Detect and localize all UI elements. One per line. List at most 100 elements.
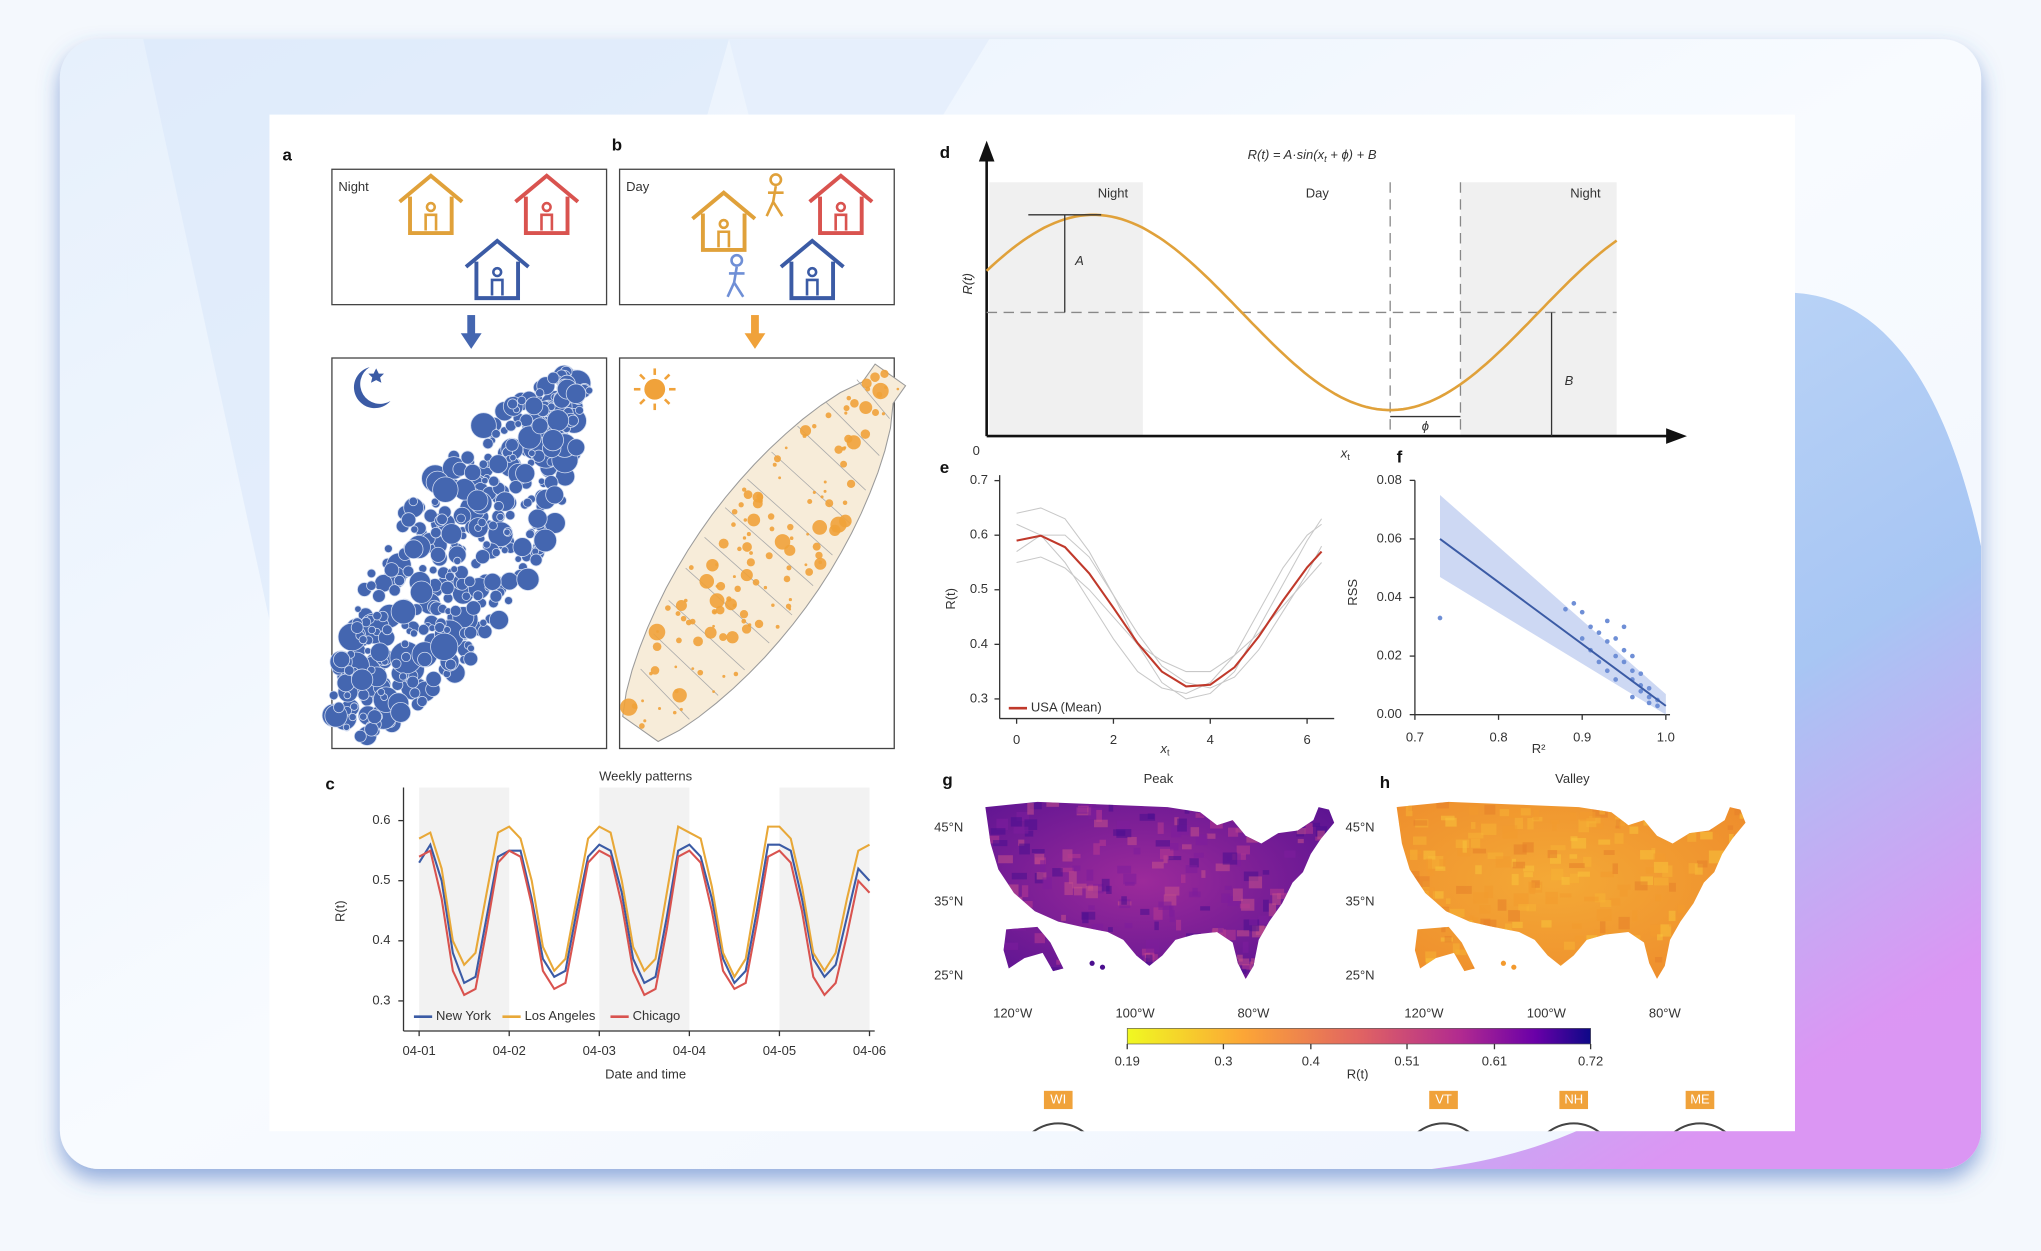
y-axis-label: R(t) bbox=[960, 273, 975, 295]
population-bubble bbox=[372, 589, 386, 603]
colorbar-tick-label: 0.61 bbox=[1482, 1054, 1507, 1069]
county-patch bbox=[1108, 927, 1113, 932]
scatter-point bbox=[1646, 700, 1652, 706]
house-wall bbox=[408, 196, 454, 236]
lat-label: 35°N bbox=[1346, 894, 1375, 909]
activity-dot bbox=[746, 558, 755, 567]
county-patch bbox=[1511, 873, 1519, 886]
scatter-point bbox=[1604, 668, 1610, 674]
activity-dot bbox=[767, 513, 775, 520]
county-patch bbox=[1305, 823, 1314, 834]
activity-dot bbox=[841, 446, 846, 451]
activity-dot bbox=[772, 462, 777, 467]
activity-dot bbox=[771, 603, 775, 607]
x-axis-label: xt bbox=[1159, 741, 1169, 758]
county-patch bbox=[1550, 845, 1566, 851]
y-tick-label: 0.4 bbox=[372, 932, 390, 947]
county-patch bbox=[1655, 894, 1662, 902]
county-patch bbox=[1222, 852, 1238, 865]
panel-label: c bbox=[325, 774, 334, 793]
population-bubble bbox=[400, 639, 410, 649]
county-patch bbox=[1317, 830, 1325, 840]
series-line bbox=[1016, 534, 1323, 688]
person-icon bbox=[726, 253, 745, 298]
county-patch bbox=[1243, 919, 1260, 932]
county-patch bbox=[1688, 863, 1699, 874]
population-bubble bbox=[541, 429, 564, 452]
county-patch bbox=[1472, 848, 1487, 854]
county-patch bbox=[1268, 903, 1277, 917]
county-patch bbox=[1423, 850, 1436, 860]
county-patch bbox=[1592, 822, 1604, 830]
activity-dot bbox=[834, 445, 843, 454]
county-patch bbox=[1215, 863, 1230, 872]
county-patch bbox=[1153, 907, 1163, 920]
population-bubble bbox=[450, 565, 459, 574]
activity-dot bbox=[783, 575, 791, 583]
colorbar-tick-label: 0.3 bbox=[1214, 1054, 1232, 1069]
person-head bbox=[807, 266, 818, 278]
county-patch bbox=[1640, 876, 1654, 885]
county-patch bbox=[1547, 850, 1558, 859]
wave bbox=[1431, 292, 1982, 1169]
person-body bbox=[490, 278, 504, 296]
scatter-point bbox=[1621, 624, 1627, 630]
population-bubble bbox=[409, 580, 434, 604]
activity-dot bbox=[713, 610, 717, 614]
phase-label: Day bbox=[1306, 185, 1330, 200]
radar-glyph bbox=[1417, 1122, 1470, 1132]
activity-dot bbox=[840, 460, 848, 468]
county-patch bbox=[1101, 878, 1110, 892]
activity-dot bbox=[763, 585, 768, 590]
state-badge bbox=[1043, 1090, 1073, 1110]
county-patch bbox=[1236, 954, 1243, 962]
sun-ray bbox=[639, 398, 646, 405]
population-bubble bbox=[500, 571, 519, 591]
county-patch bbox=[1669, 882, 1676, 892]
activity-dot bbox=[818, 560, 823, 565]
county-patch bbox=[1312, 822, 1321, 827]
population-bubble bbox=[516, 567, 540, 591]
x-axis-label: R² bbox=[1532, 741, 1546, 756]
activity-dot bbox=[672, 688, 687, 703]
x-axis-label: Date and time bbox=[605, 1067, 686, 1082]
district-line bbox=[771, 451, 851, 524]
county-patch bbox=[1170, 843, 1179, 851]
county-patch bbox=[1435, 866, 1446, 871]
scatter-point bbox=[1437, 615, 1443, 621]
county-patch bbox=[1116, 829, 1132, 838]
lat-label: 25°N bbox=[934, 968, 963, 983]
county-patch bbox=[1660, 924, 1672, 937]
activity-dot bbox=[737, 546, 742, 552]
population-bubble bbox=[464, 463, 482, 482]
population-bubble bbox=[508, 480, 523, 495]
county-patch bbox=[1031, 849, 1045, 854]
county-patch bbox=[1093, 843, 1100, 855]
county-patch bbox=[1246, 836, 1258, 843]
population-bubble bbox=[467, 644, 475, 653]
scatter-point bbox=[1646, 685, 1652, 691]
county-patch bbox=[1469, 915, 1475, 922]
activity-dot bbox=[688, 565, 694, 570]
district-line bbox=[747, 478, 833, 556]
population-bubble bbox=[528, 449, 536, 457]
scatter-point bbox=[1596, 659, 1602, 665]
county-patch bbox=[1242, 941, 1249, 953]
population-bubble bbox=[525, 529, 535, 539]
county-patch bbox=[1452, 943, 1460, 955]
population-bubble bbox=[527, 508, 548, 529]
activity-dot bbox=[825, 412, 832, 419]
activity-dot bbox=[725, 598, 737, 611]
activity-dot bbox=[709, 593, 725, 609]
county-patch bbox=[1571, 838, 1587, 849]
county-patch bbox=[1158, 901, 1172, 910]
activity-dot bbox=[641, 699, 644, 703]
island-outline bbox=[622, 363, 907, 743]
county-patch bbox=[1296, 827, 1306, 835]
county-patch bbox=[1297, 838, 1304, 844]
county-patch bbox=[1042, 877, 1052, 890]
colorbar-tick-label: 0.51 bbox=[1394, 1054, 1419, 1069]
population-bubble bbox=[428, 565, 438, 575]
activity-dot bbox=[683, 598, 688, 603]
